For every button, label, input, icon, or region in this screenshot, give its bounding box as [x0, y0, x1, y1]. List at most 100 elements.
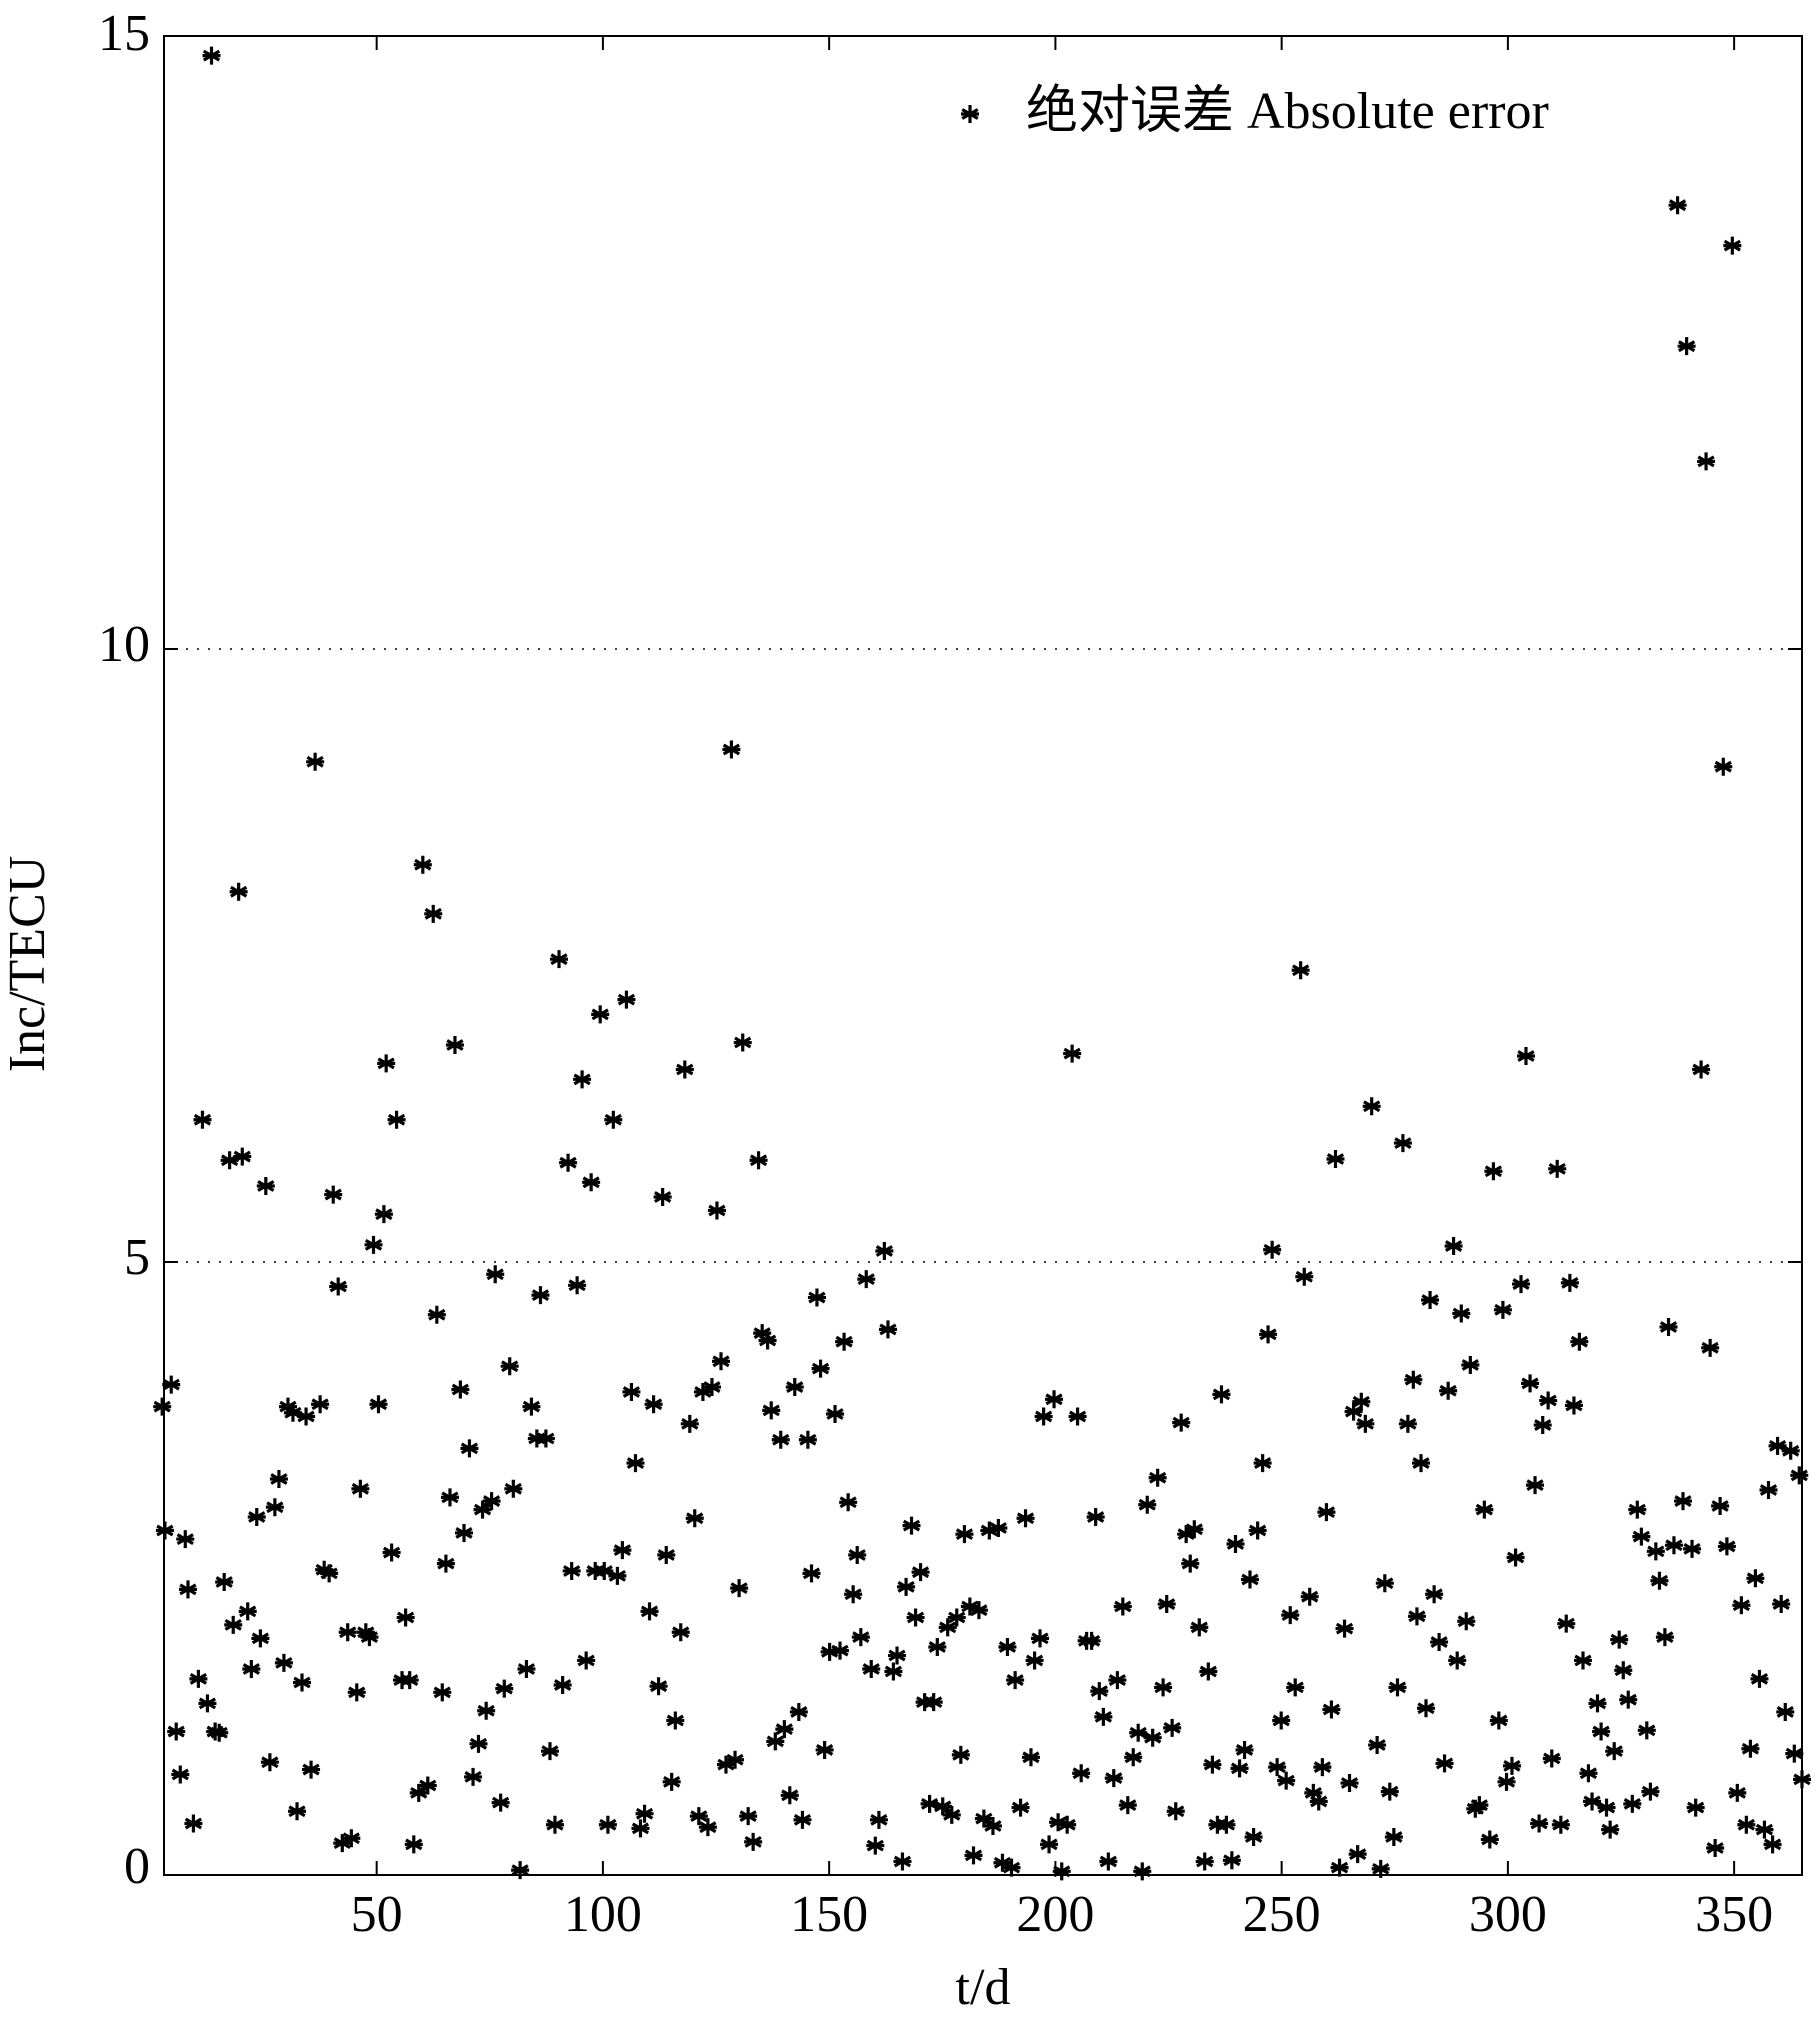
- data-point: [835, 1332, 854, 1351]
- data-point: [1557, 1614, 1576, 1633]
- data-point: [238, 1602, 257, 1621]
- data-point: [1340, 1774, 1359, 1793]
- data-point: [1444, 1237, 1463, 1256]
- data-point: [1732, 1596, 1751, 1615]
- data-point: [1016, 1509, 1035, 1528]
- data-point: [826, 1405, 845, 1424]
- data-point: [775, 1720, 794, 1739]
- data-point: [1512, 1275, 1531, 1294]
- data-point: [477, 1701, 496, 1720]
- data-point: [1163, 1718, 1182, 1737]
- data-point: [1597, 1798, 1616, 1817]
- data-point: [635, 1804, 654, 1823]
- data-point: [1551, 1815, 1570, 1834]
- data-point: [1240, 1570, 1259, 1589]
- data-point: [1099, 1852, 1118, 1871]
- data-point: [1052, 1862, 1071, 1881]
- data-point: [171, 1765, 190, 1784]
- data-point: [1317, 1503, 1336, 1522]
- data-point: [297, 1407, 316, 1426]
- data-point: [531, 1286, 550, 1305]
- data-point: [1398, 1414, 1417, 1433]
- data-point: [1371, 1859, 1390, 1878]
- data-point: [1619, 1690, 1638, 1709]
- data-point: [1031, 1629, 1050, 1648]
- data-point: [445, 1036, 464, 1054]
- data-point: [933, 1797, 952, 1816]
- data-point: [320, 1564, 339, 1583]
- data-point: [1291, 961, 1310, 980]
- data-point: [1480, 1830, 1499, 1849]
- data-point: [1574, 1651, 1592, 1670]
- data-point: [608, 1566, 627, 1585]
- data-point: [278, 1397, 297, 1416]
- data-point: [178, 1580, 197, 1599]
- data-point: [1741, 1739, 1760, 1758]
- plot-frame: [163, 35, 1803, 1876]
- x-tick-label: 250: [1243, 1886, 1321, 1943]
- x-tick-label: 150: [790, 1886, 868, 1943]
- data-point: [351, 1479, 370, 1498]
- data-point: [1177, 1525, 1196, 1544]
- data-point: [356, 1623, 375, 1642]
- data-point: [1628, 1500, 1647, 1519]
- data-point: [1248, 1521, 1267, 1540]
- data-point: [215, 1572, 234, 1591]
- data-point: [1086, 1508, 1105, 1527]
- data-point: [1404, 1370, 1423, 1389]
- data-point: [866, 1836, 885, 1855]
- data-point: [251, 1629, 270, 1648]
- data-point: [906, 1608, 925, 1627]
- data-point: [540, 1742, 559, 1761]
- data-point: [1516, 1047, 1535, 1066]
- data-point: [1304, 1783, 1323, 1802]
- data-point: [433, 1683, 452, 1702]
- y-axis-label: Inc/TECU: [0, 856, 56, 1073]
- data-point: [1610, 1630, 1629, 1649]
- data-point: [1493, 1300, 1512, 1319]
- data-point: [671, 1623, 690, 1642]
- data-point: [1768, 1436, 1787, 1455]
- data-point: [857, 1270, 876, 1289]
- data-point: [1185, 1520, 1204, 1539]
- data-point: [1416, 1699, 1435, 1718]
- data-point: [1235, 1740, 1254, 1759]
- data-point: [1548, 1159, 1567, 1178]
- data-point: [1793, 1770, 1811, 1789]
- data-point: [1154, 1678, 1173, 1697]
- data-point: [649, 1677, 668, 1696]
- data-point: [1104, 1769, 1123, 1788]
- data-point: [955, 1525, 974, 1544]
- data-point: [1632, 1527, 1651, 1546]
- legend-marker: [961, 105, 979, 123]
- data-point: [878, 1320, 897, 1339]
- data-point: [730, 1579, 749, 1598]
- data-point: [815, 1740, 834, 1759]
- data-point: [1407, 1607, 1426, 1626]
- data-point: [486, 1265, 505, 1284]
- data-point: [1542, 1749, 1561, 1768]
- x-tick-label: 50: [351, 1886, 403, 1943]
- data-point: [577, 1651, 596, 1670]
- data-point: [758, 1331, 777, 1350]
- data-point: [1212, 1385, 1231, 1404]
- data-point: [693, 1382, 712, 1401]
- data-point: [413, 855, 432, 874]
- data-point: [851, 1628, 870, 1647]
- data-point: [1697, 452, 1716, 471]
- data-point: [1650, 1571, 1669, 1590]
- data-point: [387, 1110, 406, 1129]
- data-point: [1166, 1802, 1185, 1821]
- data-point: [595, 1561, 614, 1580]
- data-point: [848, 1546, 867, 1565]
- data-point: [369, 1395, 388, 1414]
- data-point: [1138, 1495, 1157, 1514]
- data-point: [1230, 1759, 1249, 1778]
- data-point: [739, 1807, 758, 1826]
- data-point: [1049, 1813, 1068, 1832]
- data-point: [1072, 1764, 1091, 1783]
- data-point: [347, 1683, 366, 1702]
- data-point: [464, 1767, 483, 1786]
- data-point: [364, 1235, 383, 1254]
- y-tick-label: 0: [124, 1838, 150, 1895]
